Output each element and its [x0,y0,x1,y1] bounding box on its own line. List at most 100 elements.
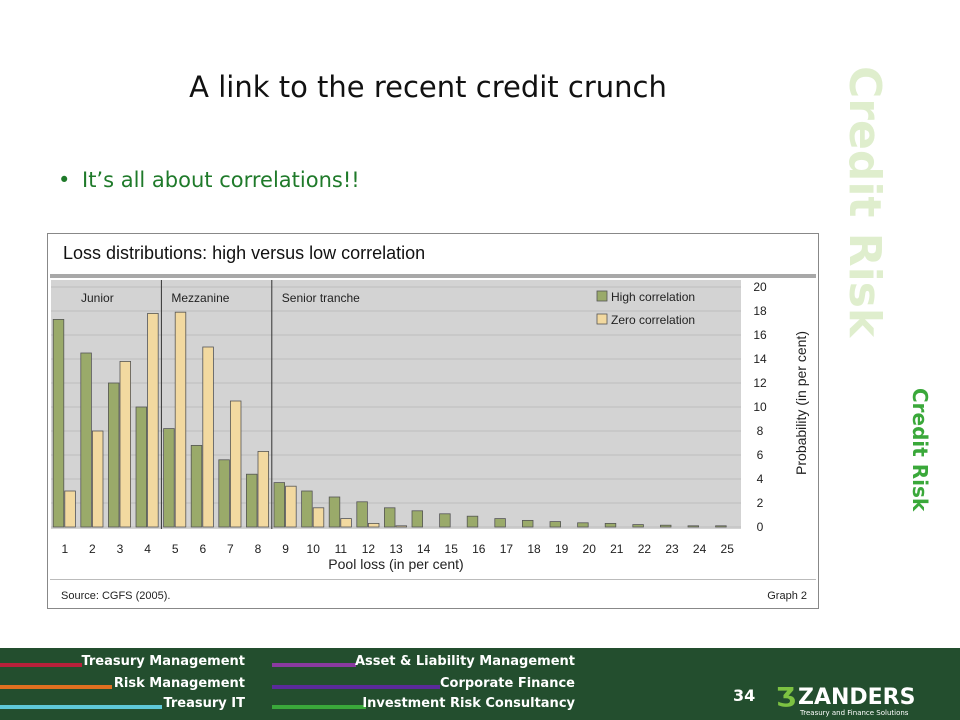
footer-accent-line [272,705,366,709]
chart-legend: High correlation Zero correlation [596,290,695,327]
x-tick-label: 23 [665,542,679,556]
x-tick-label: 4 [144,542,151,556]
bar-zero-correlation [395,525,407,528]
x-tick-label: 3 [117,542,124,556]
x-tick-label: 22 [638,542,652,556]
y-tick-label: 20 [753,280,767,294]
bar-high-correlation [108,382,120,528]
y-tick-label: 18 [753,304,767,318]
x-tick-label: 17 [500,542,514,556]
x-tick-label: 10 [307,542,321,556]
y-tick-label: 6 [757,448,764,462]
bar-high-correlation [715,525,727,528]
y-tick-label: 10 [753,400,767,414]
y-axis-label: Probability (in per cent) [793,331,809,475]
section-label: Mezzanine [171,291,229,305]
x-axis-label: Pool loss (in per cent) [328,556,463,572]
x-tick-label: 13 [389,542,403,556]
grid-lines [51,286,741,528]
footer-accent-line [0,705,162,709]
bullet-text: It’s all about correlations!! [82,168,360,192]
bar-high-correlation [660,524,672,528]
x-tick-label: 15 [445,542,459,556]
footer-accent-line [272,685,440,689]
bar-zero-correlation [92,430,104,528]
legend-swatch [596,290,608,302]
bar-high-correlation [466,515,479,528]
x-tick-label: 6 [199,542,206,556]
bar-zero-correlation [64,490,76,528]
footer-service-label: Risk Management [113,676,245,691]
x-tick-label: 14 [417,542,431,556]
footer-service-label: Investment Risk Consultancy [362,696,575,711]
zanders-logo: Ӡ ZANDERS Treasury and Finance Solutions [776,683,915,717]
y-tick-label: 4 [757,472,764,486]
bar-zero-correlation [340,518,352,528]
logo-tagline: Treasury and Finance Solutions [799,709,909,717]
bar-zero-correlation [312,507,325,528]
footer-accent-line [272,663,356,667]
bullet-icon: • [58,168,71,192]
x-tick-labels: 1 2 3 4 5 6 7 8 9 10 11 12 13 14 15 16 17 18 19 20 21 22 23 24 2… [61,542,734,556]
footer-accent-line [0,663,82,667]
bar-high-correlation [163,428,175,528]
y-tick-label: 8 [757,424,764,438]
bar-zero-correlation [367,522,380,528]
x-tick-label: 25 [721,542,735,556]
x-tick-label: 18 [527,542,541,556]
logo-mark-icon: Ӡ [776,683,796,713]
bar-high-correlation [522,519,534,528]
bar-high-correlation [577,522,589,528]
y-tick-label: 12 [753,376,767,390]
x-tick-label: 2 [89,542,96,556]
y-tick-label: 2 [757,496,764,510]
x-tick-label: 9 [282,542,289,556]
bar-high-correlation [52,319,65,528]
bullet-item: • It’s all about correlations!! [58,168,360,192]
tranche-sections: Junior Mezzanine Senior tranche [81,280,360,529]
bar-high-correlation [439,513,451,528]
footnote-rule [50,579,816,580]
bar-high-correlation [687,525,699,528]
bar-high-correlation [494,518,506,528]
x-tick-label: 21 [610,542,624,556]
bar-high-correlation [190,444,203,528]
bar-zero-correlation [285,485,297,528]
x-tick-label: 12 [362,542,376,556]
section-side-label: Credit Risk [908,388,932,512]
legend-swatch [596,313,608,325]
x-tick-label: 8 [255,542,262,556]
section-label: Junior [81,291,114,305]
legend-label: Zero correlation [611,313,695,327]
bar-zero-correlation [174,311,187,528]
chart-panel: Loss distributions: high versus low corr… [47,233,819,609]
chart-graph-label: Graph 2 [767,590,807,602]
bar-high-correlation [246,473,258,528]
bar-high-correlation [273,482,285,528]
y-tick-label: 14 [753,352,767,366]
bar-high-correlation [411,510,423,528]
bar-high-correlation [549,521,561,528]
x-tick-label: 16 [472,542,486,556]
x-tick-label: 5 [172,542,179,556]
bar-high-correlation [632,524,644,528]
logo-wordmark: ZANDERS [798,685,915,710]
x-tick-label: 19 [555,542,569,556]
chart-title: Loss distributions: high versus low corr… [63,243,425,263]
chart-title-rule [50,274,816,278]
bar-high-correlation [218,459,230,528]
slide-title: A link to the recent credit crunch [189,70,667,104]
bar-zero-correlation [202,346,214,528]
y-tick-label: 0 [757,520,764,534]
bar-series [52,311,727,528]
footer-service-label: Treasury Management [81,654,245,669]
bar-high-correlation [356,501,368,528]
bar-zero-correlation [119,360,131,528]
x-tick-label: 1 [61,542,68,556]
chart-source: Source: CGFS (2005). [61,590,170,602]
bar-high-correlation [80,352,92,528]
bar-high-correlation [135,406,148,528]
x-tick-label: 20 [583,542,597,556]
y-tick-labels: 0 2 4 6 8 10 12 14 16 18 20 [753,280,767,534]
footer-accent-line [0,685,112,689]
